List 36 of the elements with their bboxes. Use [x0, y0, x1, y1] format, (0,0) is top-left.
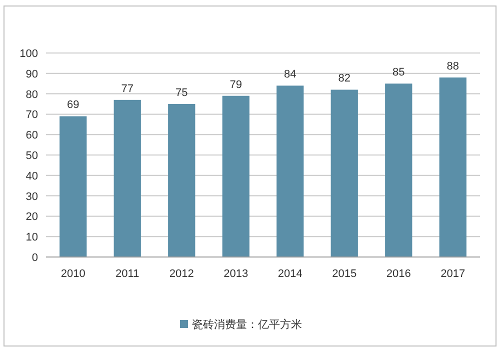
- x-tick-label: 2013: [224, 268, 248, 280]
- bar: [168, 104, 196, 257]
- data-label: 85: [392, 66, 405, 79]
- y-tick-label: 90: [26, 68, 38, 80]
- data-label: 69: [67, 99, 80, 112]
- bar: [60, 116, 87, 257]
- y-tick-label: 10: [26, 232, 38, 244]
- x-tick-label: 2016: [386, 268, 411, 280]
- x-tick-label: 2012: [169, 268, 194, 280]
- legend-label: 瓷砖消费量：亿平方米: [192, 318, 302, 331]
- bar: [330, 90, 358, 257]
- data-label: 88: [446, 60, 459, 72]
- y-tick-label: 30: [26, 190, 38, 203]
- data-label: 77: [121, 82, 134, 95]
- bar: [114, 100, 141, 257]
- bar: [385, 84, 412, 257]
- y-tick-label: 100: [20, 48, 38, 60]
- y-tick-label: 50: [26, 150, 38, 162]
- bar: [439, 77, 466, 257]
- data-label: 84: [284, 68, 296, 81]
- y-tick-label: 0: [32, 252, 38, 264]
- y-tick-label: 20: [26, 211, 38, 224]
- x-tick-label: 2011: [116, 268, 140, 280]
- y-tick-label: 80: [26, 88, 38, 101]
- bar: [222, 96, 250, 257]
- bar: [276, 86, 304, 257]
- x-tick-label: 2014: [278, 268, 302, 280]
- data-label: 82: [338, 72, 350, 85]
- x-tick-label: 2015: [332, 268, 357, 280]
- x-tick-label: 2017: [440, 268, 466, 280]
- x-tick-label: 2010: [60, 268, 86, 280]
- y-tick-label: 40: [26, 170, 38, 182]
- data-label: 75: [176, 87, 188, 99]
- data-label: 79: [230, 78, 242, 91]
- y-tick-label: 60: [26, 130, 38, 142]
- y-tick-label: 70: [26, 109, 38, 122]
